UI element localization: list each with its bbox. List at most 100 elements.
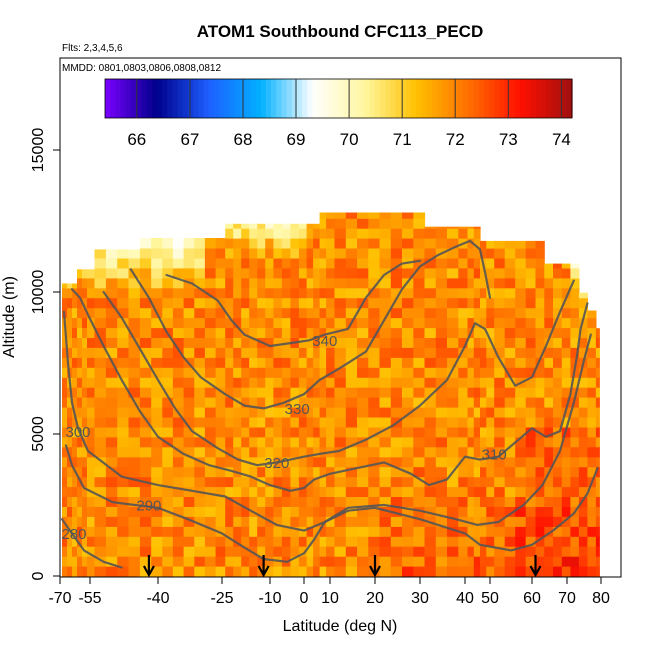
heatmap-cell bbox=[72, 526, 78, 537]
heatmap-cell bbox=[215, 357, 226, 368]
heatmap-cell bbox=[290, 238, 300, 249]
heatmap-cell bbox=[553, 446, 563, 458]
heatmap-cell bbox=[151, 297, 163, 309]
heatmap-cell bbox=[467, 287, 475, 299]
heatmap-cell bbox=[241, 397, 250, 408]
heatmap-cell bbox=[578, 466, 588, 478]
heatmap-cell bbox=[290, 267, 300, 279]
heatmap-cell bbox=[544, 476, 554, 488]
heatmap-cell bbox=[94, 267, 107, 279]
heatmap-cell bbox=[368, 327, 381, 338]
heatmap-cell bbox=[249, 337, 258, 348]
heatmap-cell bbox=[172, 317, 185, 329]
heatmap-cell bbox=[215, 248, 226, 259]
heatmap-cell bbox=[535, 297, 545, 309]
heatmap-cell bbox=[413, 297, 426, 309]
heatmap-cell bbox=[494, 566, 506, 577]
heatmap-cell bbox=[334, 387, 347, 398]
heatmap-cell bbox=[77, 357, 83, 368]
heatmap-cell bbox=[105, 267, 118, 279]
heatmap-cell bbox=[249, 436, 258, 448]
heatmap-cell bbox=[128, 387, 141, 398]
heatmap-cell bbox=[413, 407, 426, 418]
heatmap-cell bbox=[515, 556, 527, 567]
heatmap-cell bbox=[281, 357, 291, 368]
heatmap-cell bbox=[241, 436, 250, 448]
heatmap-cell bbox=[298, 248, 308, 259]
heatmap-cell bbox=[77, 407, 83, 418]
heatmap-cell bbox=[72, 456, 78, 468]
heatmap-cell bbox=[570, 486, 580, 497]
heatmap-cell bbox=[233, 446, 242, 458]
heatmap-cell bbox=[447, 238, 459, 249]
heatmap-cell bbox=[162, 367, 174, 378]
heatmap-cell bbox=[535, 287, 545, 299]
heatmap-cell bbox=[345, 496, 358, 507]
heatmap-cell bbox=[473, 516, 481, 527]
heatmap-cell bbox=[535, 417, 545, 428]
heatmap-cell bbox=[570, 337, 580, 348]
colorbar-segment bbox=[463, 79, 469, 118]
heatmap-cell bbox=[447, 417, 459, 428]
heatmap-cell bbox=[62, 446, 68, 458]
heatmap-cell bbox=[249, 317, 258, 329]
heatmap-cell bbox=[424, 446, 437, 458]
heatmap-cell bbox=[587, 566, 597, 577]
heatmap-cell bbox=[480, 317, 487, 329]
heatmap-cell bbox=[225, 436, 234, 448]
heatmap-cell bbox=[233, 317, 242, 329]
heatmap-cell bbox=[525, 486, 537, 497]
heatmap-cell bbox=[117, 456, 130, 468]
heatmap-cell bbox=[326, 267, 336, 279]
heatmap-cell bbox=[447, 347, 459, 358]
heatmap-cell bbox=[595, 347, 600, 358]
x-tick-label: 60 bbox=[523, 590, 541, 607]
heatmap-cell bbox=[458, 228, 469, 239]
heatmap-cell bbox=[204, 377, 217, 388]
heatmap-cell bbox=[319, 506, 327, 517]
heatmap-cell bbox=[128, 436, 141, 448]
heatmap-cell bbox=[183, 347, 195, 358]
heatmap-cell bbox=[345, 407, 358, 418]
heatmap-cell bbox=[183, 456, 195, 468]
heatmap-cell bbox=[504, 436, 516, 448]
heatmap-cell bbox=[553, 397, 563, 408]
heatmap-cell bbox=[402, 307, 414, 319]
heatmap-cell bbox=[334, 337, 347, 348]
heatmap-cell bbox=[128, 476, 141, 488]
heatmap-cell bbox=[535, 277, 545, 289]
heatmap-cell bbox=[128, 466, 141, 478]
heatmap-cell bbox=[62, 357, 68, 368]
heatmap-cell bbox=[139, 307, 152, 319]
heatmap-cell bbox=[319, 218, 327, 229]
heatmap-cell bbox=[298, 506, 308, 517]
heatmap-cell bbox=[535, 337, 545, 348]
heatmap-cell bbox=[435, 337, 448, 348]
heatmap-cell bbox=[151, 466, 163, 478]
heatmap-cell bbox=[544, 566, 554, 577]
heatmap-cell bbox=[183, 426, 195, 438]
heatmap-cell bbox=[306, 277, 314, 289]
heatmap-cell bbox=[402, 212, 414, 219]
heatmap-cell bbox=[241, 317, 250, 329]
heatmap-cell bbox=[77, 506, 83, 517]
heatmap-cell bbox=[458, 367, 469, 378]
heatmap-cell bbox=[435, 566, 448, 577]
heatmap-cell bbox=[587, 407, 597, 418]
heatmap-cell bbox=[379, 417, 392, 428]
heatmap-cell bbox=[306, 486, 314, 497]
heatmap-cell bbox=[357, 337, 369, 348]
heatmap-cell bbox=[77, 446, 83, 458]
heatmap-cell bbox=[151, 506, 163, 517]
heatmap-cell bbox=[298, 476, 308, 488]
heatmap-cell bbox=[82, 526, 88, 537]
heatmap-cell bbox=[313, 446, 321, 458]
heatmap-cell bbox=[467, 317, 475, 329]
heatmap-cell bbox=[225, 387, 234, 398]
colorbar-segment bbox=[348, 79, 355, 118]
heatmap-cell bbox=[525, 267, 537, 279]
heatmap-cell bbox=[334, 486, 347, 497]
heatmap-cell bbox=[172, 486, 185, 497]
heatmap-cell bbox=[172, 287, 185, 299]
